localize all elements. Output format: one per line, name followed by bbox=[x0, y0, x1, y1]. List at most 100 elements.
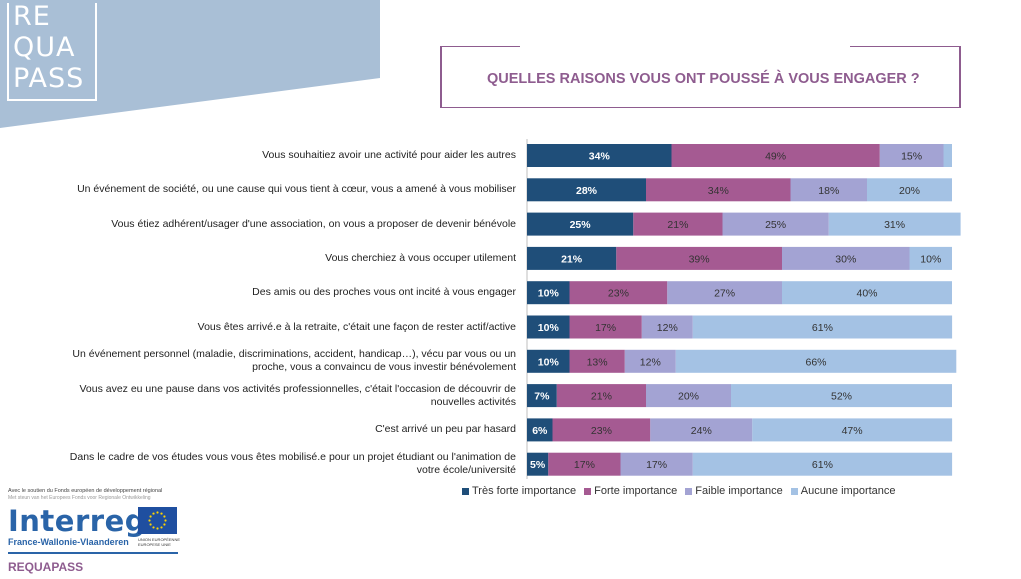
bar-segment bbox=[527, 212, 634, 236]
data-label: 61% bbox=[812, 322, 833, 334]
funding-text: Avec le soutien du Fonds européen de dév… bbox=[8, 488, 163, 494]
data-label: 23% bbox=[591, 425, 612, 437]
bar-segment bbox=[633, 212, 723, 236]
eu-star-icon bbox=[148, 519, 151, 522]
bar-segment bbox=[879, 144, 944, 167]
bar-segment bbox=[552, 418, 651, 442]
data-label: 34% bbox=[589, 151, 611, 163]
bar-segment bbox=[616, 246, 783, 270]
data-label: 61% bbox=[812, 459, 833, 471]
legend-label: Aucune importance bbox=[800, 485, 896, 497]
data-label: 40% bbox=[856, 288, 877, 300]
bar-segment bbox=[620, 452, 693, 476]
chart-legend: Très forte importance Forte importance Fai… bbox=[462, 485, 896, 497]
bar-segment bbox=[692, 315, 953, 339]
bar-segment bbox=[527, 281, 570, 305]
bar-segment bbox=[556, 384, 647, 408]
data-label: 12% bbox=[640, 356, 661, 368]
bar-segment bbox=[828, 212, 961, 236]
bar-segment bbox=[675, 349, 957, 373]
program-rule bbox=[8, 552, 178, 554]
bar-segment bbox=[909, 246, 952, 270]
data-label: 52% bbox=[831, 391, 852, 403]
bar-segment bbox=[527, 452, 549, 476]
data-label: 23% bbox=[608, 288, 629, 300]
eu-star-icon bbox=[156, 511, 159, 514]
eu-star-icon bbox=[160, 512, 163, 515]
legend-label: Très forte importance bbox=[472, 485, 577, 497]
chart-title: QUELLES RAISONS VOUS ONT POUSSÉ À VOUS E… bbox=[487, 71, 920, 87]
data-label: 31% bbox=[884, 219, 905, 231]
eu-star-icon bbox=[149, 515, 152, 518]
data-label: 30% bbox=[835, 253, 856, 265]
data-label: 27% bbox=[714, 288, 735, 300]
bar-segment bbox=[569, 315, 642, 339]
category-label: Vous souhaitiez avoir une activité pour … bbox=[262, 149, 516, 161]
bar-segment bbox=[624, 349, 676, 373]
legend-item: Forte importance bbox=[584, 485, 677, 497]
title-frame-gap bbox=[520, 44, 850, 48]
data-label: 17% bbox=[595, 322, 616, 334]
category-label: Vous cherchiez à vous occuper utilement bbox=[325, 251, 516, 264]
bar-segment bbox=[867, 178, 952, 202]
bar-segment bbox=[569, 349, 625, 373]
bar-segment bbox=[527, 384, 557, 408]
data-label: 10% bbox=[538, 288, 560, 300]
bar-segment bbox=[943, 144, 952, 167]
legend-item: Faible importance bbox=[685, 485, 783, 497]
eu-star-icon bbox=[152, 526, 155, 529]
data-label: 13% bbox=[587, 356, 608, 368]
eu-star-icon bbox=[163, 515, 166, 518]
category-label: Dans le cadre de vos études vous vous êt… bbox=[69, 451, 516, 477]
bar-segment bbox=[569, 281, 668, 305]
category-label: Vous avez eu une pause dans vos activité… bbox=[79, 382, 516, 408]
data-label: 21% bbox=[591, 391, 612, 403]
logo-line-3: PASS bbox=[13, 63, 85, 94]
legend-label: Forte importance bbox=[594, 485, 678, 497]
data-label: 12% bbox=[657, 322, 678, 334]
data-label: 49% bbox=[765, 151, 786, 163]
data-label: 20% bbox=[678, 391, 699, 403]
bar-segment bbox=[752, 418, 953, 442]
legend-swatch bbox=[685, 487, 693, 495]
data-label: 34% bbox=[708, 185, 729, 197]
bar-segment bbox=[731, 384, 952, 408]
legend-item: Aucune importance bbox=[790, 485, 896, 497]
data-label: 18% bbox=[818, 185, 839, 197]
bar-segment bbox=[646, 178, 791, 202]
legend-swatch bbox=[462, 487, 469, 495]
bar-segment bbox=[650, 418, 753, 442]
bar-segment bbox=[641, 315, 693, 339]
eu-star-icon bbox=[164, 519, 167, 522]
data-label: 15% bbox=[901, 151, 922, 163]
category-label: C'est arrivé un peu par hasard bbox=[375, 423, 516, 436]
bar-segment bbox=[527, 178, 646, 202]
eu-caption: UNION EUROPÉENNE EUROPESE UNIE bbox=[138, 537, 181, 547]
bar-segment bbox=[790, 178, 867, 202]
bar-segment bbox=[548, 452, 621, 476]
logo-line-1: RE bbox=[13, 1, 51, 32]
legend-label: Faible importance bbox=[695, 485, 783, 497]
legend-swatch bbox=[584, 487, 592, 495]
bar-segment bbox=[527, 315, 570, 339]
data-label: 25% bbox=[570, 219, 592, 231]
legend-swatch bbox=[790, 487, 798, 495]
data-label: 10% bbox=[538, 356, 560, 368]
eu-star-icon bbox=[149, 523, 152, 526]
program-region: France-Wallonie-Vlaanderen bbox=[8, 537, 129, 547]
data-label: 21% bbox=[561, 253, 583, 265]
data-label: 17% bbox=[646, 459, 667, 471]
bar-segment bbox=[692, 452, 953, 476]
data-label: 47% bbox=[842, 425, 863, 437]
data-label: 10% bbox=[920, 253, 941, 265]
category-label: Des amis ou des proches vous ont incité … bbox=[252, 286, 516, 299]
data-label: 24% bbox=[691, 425, 712, 437]
bar-segment bbox=[646, 384, 731, 408]
eu-star-icon bbox=[156, 527, 159, 530]
bar-segment bbox=[671, 144, 880, 167]
data-label: 25% bbox=[765, 219, 786, 231]
bar-segment bbox=[527, 418, 553, 442]
eu-star-icon bbox=[163, 523, 166, 526]
eu-flag-icon bbox=[138, 507, 177, 534]
